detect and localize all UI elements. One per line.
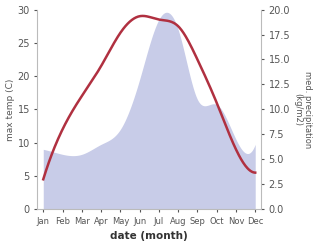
X-axis label: date (month): date (month) — [110, 231, 188, 242]
Y-axis label: max temp (C): max temp (C) — [5, 78, 15, 141]
Y-axis label: med. precipitation
(kg/m2): med. precipitation (kg/m2) — [293, 71, 313, 148]
